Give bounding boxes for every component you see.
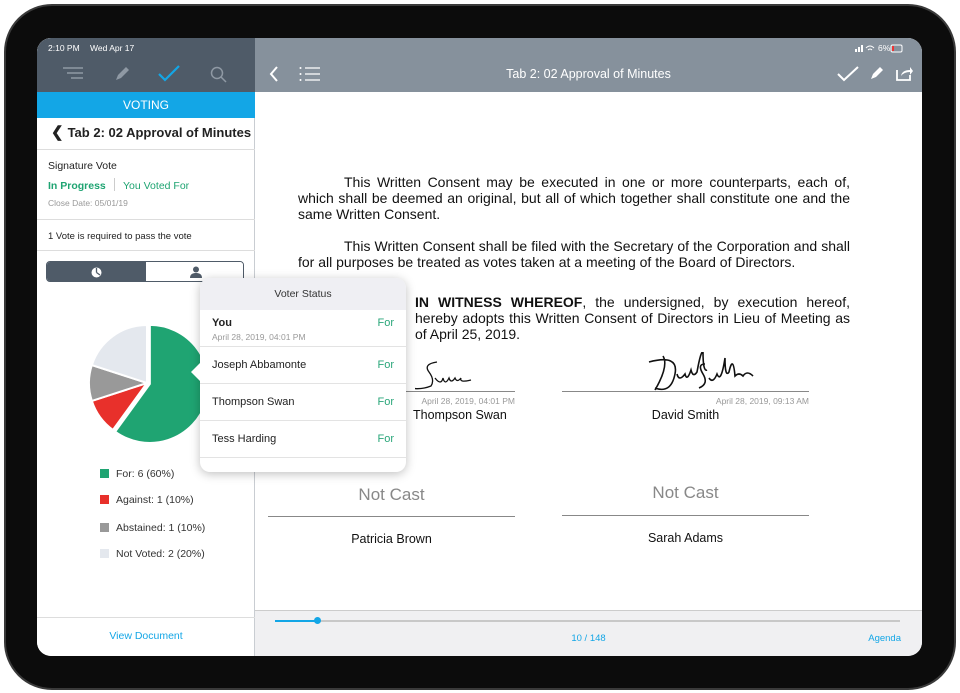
- filter-list-icon[interactable]: [63, 67, 83, 81]
- checkmark-icon[interactable]: [837, 66, 859, 82]
- legend-swatch: [100, 469, 109, 478]
- legend-item: Abstained: 1 (10%): [100, 522, 205, 534]
- status-time: 2:10 PM: [48, 43, 80, 53]
- pie-chart-icon: [91, 267, 102, 278]
- vote-requirement: 1 Vote is required to pass the vote: [37, 220, 255, 251]
- voter-row[interactable]: Thompson Swan For: [200, 384, 406, 421]
- share-icon[interactable]: [895, 65, 913, 82]
- vote-value: For: [377, 433, 395, 445]
- legend-swatch: [100, 523, 109, 532]
- legend-label: Abstained: 1 (10%): [116, 522, 206, 534]
- search-icon[interactable]: [210, 66, 227, 83]
- document-paragraph: This Written Consent may be executed in …: [298, 174, 850, 222]
- status-date: Wed Apr 17: [90, 43, 135, 53]
- legend-label: Not Voted: 2 (20%): [116, 548, 205, 560]
- back-title: Tab 2: 02 Approval of Minutes: [67, 125, 252, 140]
- checkmark-icon[interactable]: [158, 65, 180, 83]
- legend-item: Not Voted: 2 (20%): [100, 548, 205, 560]
- signature-status: Not Cast: [358, 485, 425, 504]
- popover-arrow: [191, 363, 200, 381]
- signature-line: [562, 515, 809, 516]
- page-slider[interactable]: [275, 617, 900, 624]
- voting-sidebar: 2:10 PM Wed Apr 17 VOTING ❮ Tab 2: 02 App…: [37, 38, 255, 656]
- legend-label: Against: 1 (10%): [116, 494, 194, 506]
- document-paragraph: This Written Consent shall be filed with…: [298, 238, 850, 270]
- chevron-left-icon: ❮: [51, 124, 64, 141]
- legend-swatch: [100, 495, 109, 504]
- pencil-icon[interactable]: [869, 65, 885, 81]
- witness-paragraph: IN WITNESS WHEREOF, the undersigned, by …: [415, 294, 850, 342]
- signer-name: Sarah Adams: [647, 531, 724, 545]
- witness-text: , the undersigned, by execution hereof, …: [415, 294, 850, 342]
- document-pane: 6% Tab 2: 02 Approval of Minutes This Wr…: [255, 38, 922, 656]
- signature-date: April 28, 2019, 09:13 AM: [715, 396, 809, 406]
- voter-row[interactable]: Tess Harding For: [200, 421, 406, 458]
- legend-swatch: [100, 549, 109, 558]
- voter-name: Joseph Abbamonte: [212, 359, 307, 371]
- voter-name: You: [212, 317, 232, 329]
- sidebar-toolbar: 2:10 PM Wed Apr 17: [37, 38, 255, 92]
- pencil-icon[interactable]: [113, 65, 131, 83]
- signature-date: April 28, 2019, 04:01 PM: [421, 396, 515, 406]
- page-footer: 10 / 148 Agenda: [255, 610, 922, 656]
- voter-row[interactable]: Joseph Abbamonte For: [200, 347, 406, 384]
- vote-type: Signature Vote: [48, 160, 117, 172]
- vote-status: In Progress: [48, 180, 106, 192]
- voter-row[interactable]: You April 28, 2019, 04:01 PM For: [200, 310, 406, 347]
- your-vote: You Voted For: [123, 180, 190, 192]
- legend-label: For: 6 (60%): [116, 468, 175, 480]
- document-title: Tab 2: 02 Approval of Minutes: [506, 67, 671, 81]
- battery-level: 6%: [878, 43, 891, 53]
- voting-section-label: VOTING: [37, 92, 255, 118]
- vote-value: For: [377, 317, 395, 329]
- vote-info: Signature Vote In Progress You Voted For…: [37, 150, 255, 220]
- signature-status: Not Cast: [652, 483, 719, 502]
- signer-name: Thompson Swan: [413, 408, 507, 422]
- person-icon: [190, 266, 202, 278]
- signature-image: [415, 361, 472, 390]
- divider: [37, 617, 255, 618]
- legend-item: For: 6 (60%): [100, 468, 174, 480]
- pie-slice: [90, 323, 148, 385]
- view-segmented-control: [46, 261, 244, 282]
- status-indicators-icon: [855, 44, 903, 53]
- signature-line: [562, 391, 809, 392]
- vote-date: April 28, 2019, 04:01 PM: [212, 332, 306, 342]
- agenda-link[interactable]: Agenda: [868, 633, 901, 644]
- vote-value: For: [377, 359, 395, 371]
- popover-title: Voter Status: [200, 278, 406, 310]
- signer-name: Patricia Brown: [351, 532, 432, 546]
- outline-list-icon[interactable]: [299, 67, 320, 81]
- witness-bold: IN WITNESS WHEREOF: [415, 294, 583, 310]
- back-button[interactable]: ❮ Tab 2: 02 Approval of Minutes: [37, 118, 255, 150]
- vote-pie-chart: [88, 323, 210, 444]
- voters-view-tab[interactable]: [146, 262, 243, 281]
- document-toolbar: 6% Tab 2: 02 Approval of Minutes: [255, 38, 922, 92]
- back-chevron-icon[interactable]: [269, 66, 279, 82]
- page-slider-fill: [275, 620, 318, 622]
- page-indicator: 10 / 148: [571, 633, 606, 644]
- voter-status-popover: Voter Status You April 28, 2019, 04:01 P…: [191, 278, 406, 472]
- screen: 2:10 PM Wed Apr 17 VOTING ❮ Tab 2: 02 App…: [37, 38, 922, 656]
- signer-name: David Smith: [651, 408, 720, 422]
- close-date: Close Date: 05/01/19: [48, 198, 128, 208]
- voter-name: Tess Harding: [212, 433, 277, 445]
- view-document-link[interactable]: View Document: [109, 630, 183, 642]
- chart-view-tab[interactable]: [47, 262, 146, 281]
- voter-name: Thompson Swan: [212, 396, 295, 408]
- signature-image: [648, 352, 754, 391]
- legend-item: Against: 1 (10%): [100, 494, 194, 506]
- divider: [114, 178, 115, 191]
- vote-value: For: [377, 396, 395, 408]
- signature-line: [268, 516, 515, 517]
- page-slider-thumb[interactable]: [314, 617, 322, 624]
